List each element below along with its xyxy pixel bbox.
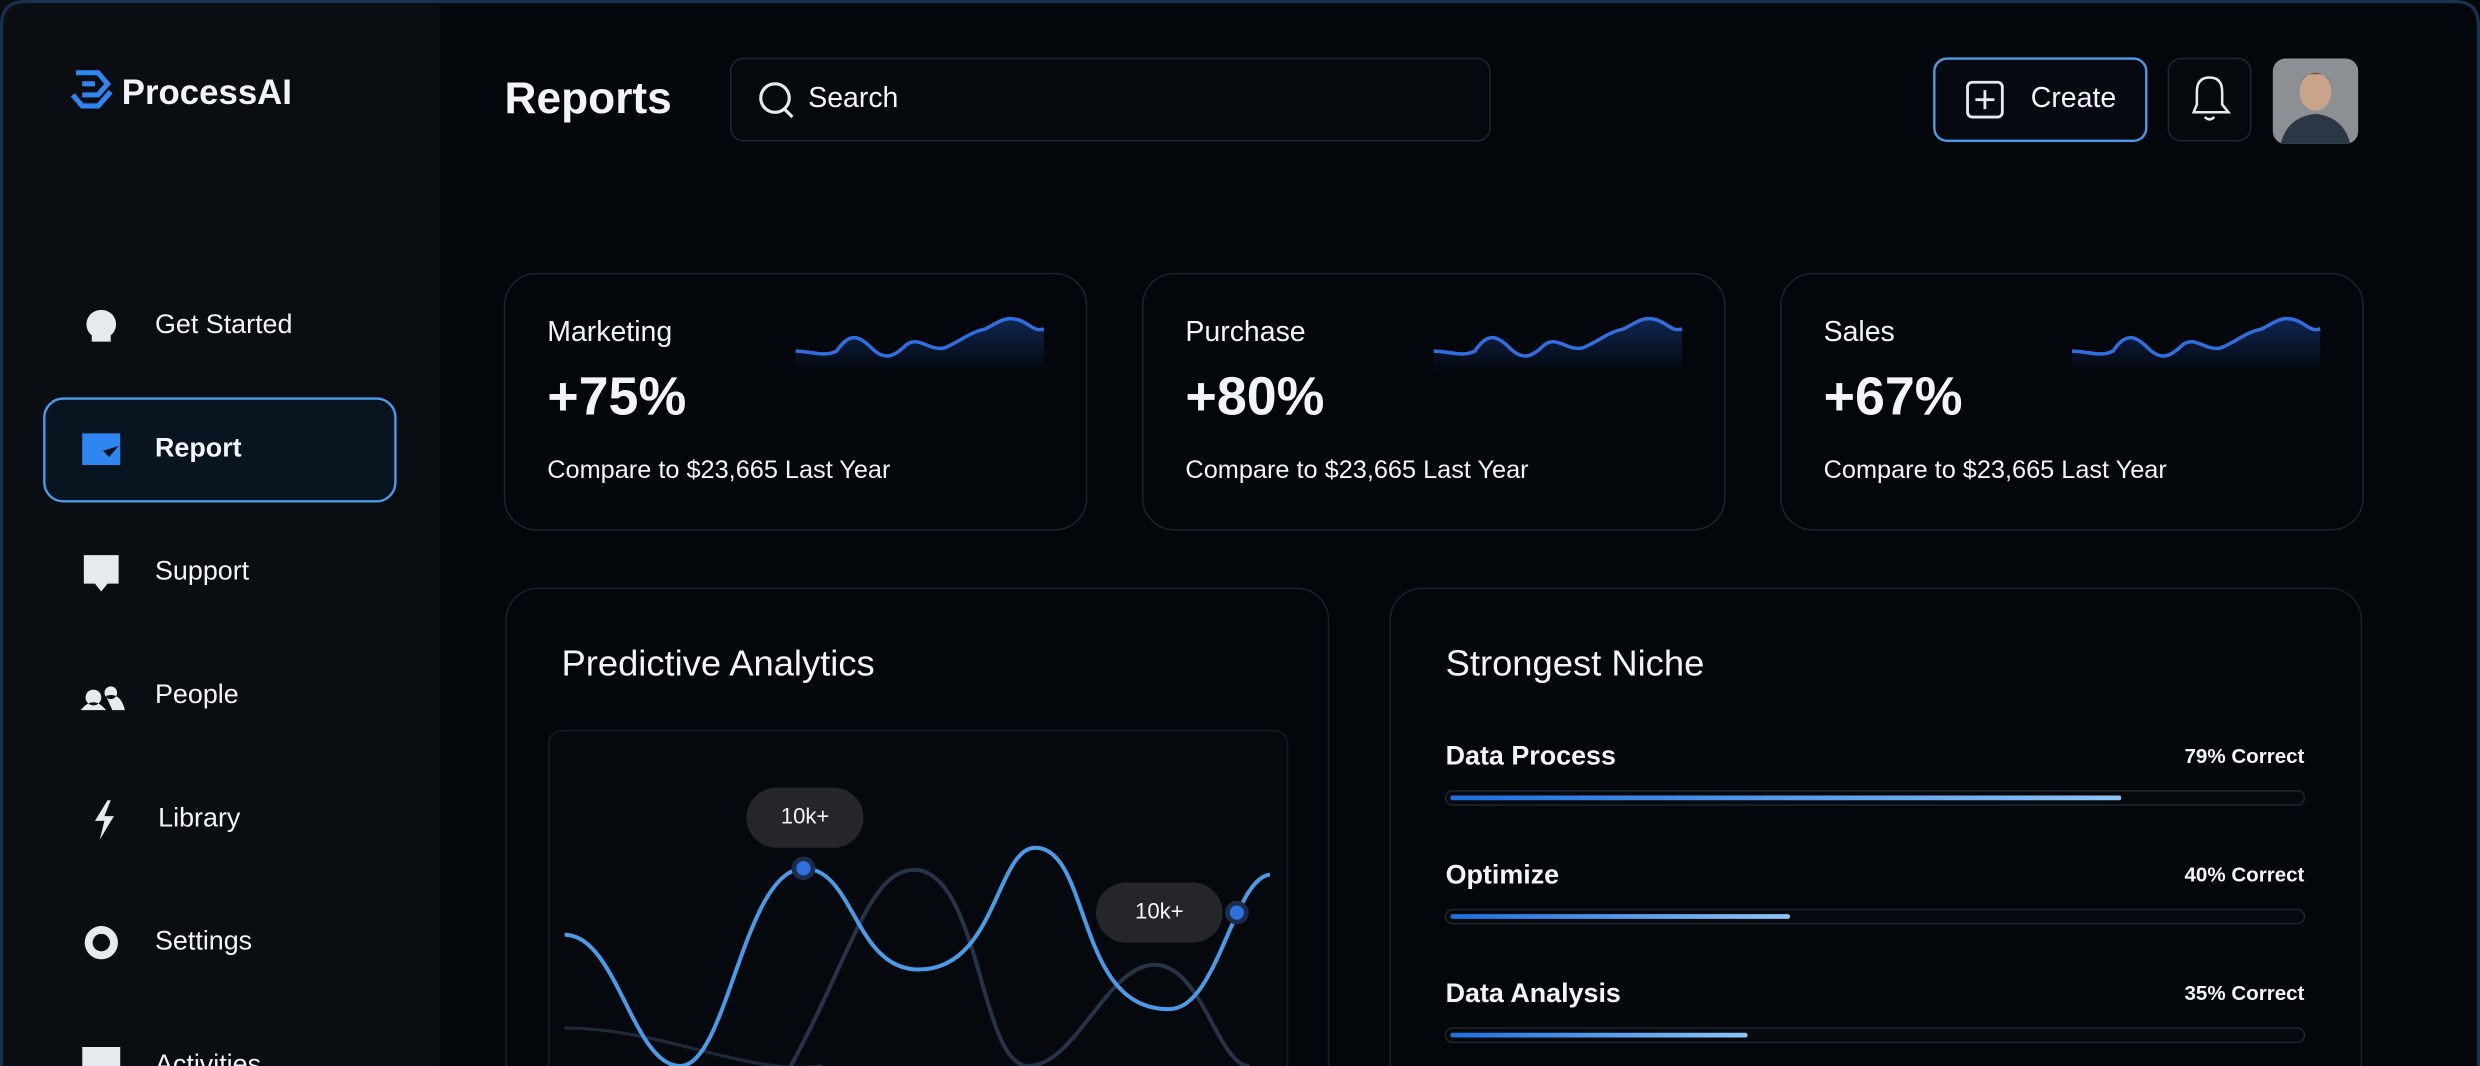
tooltip [1096,882,1223,943]
progress-fill [1450,914,1791,919]
create-button[interactable] [1933,57,2148,142]
card-title: Purchase [1185,316,1305,348]
niche-name: Data Analysis [1446,978,1621,1008]
logo [70,70,113,109]
nav-icon [80,686,125,711]
niche-score: 35% Correct [2184,982,2304,1005]
nav-item[interactable]: Support [83,555,250,592]
niche-score: 40% Correct [2184,864,2304,887]
tooltip-label: 10k+ [1135,898,1184,923]
card-compare: Compare to $23,665 Last Year [1824,456,2167,484]
bell-icon [2191,76,2232,121]
sidebar [0,0,440,1066]
card-compare: Compare to $23,665 Last Year [547,456,890,484]
sparkline-area [2071,318,2321,374]
nav-icon [83,555,119,592]
panel-title: Strongest Niche [1446,642,1705,683]
niche-name: Data Process [1446,741,1616,771]
niche-item: Optimize 40% Correct [1444,859,2306,925]
stat-card: Marketing +75% Compare to $23,665 Last Yea… [503,272,1088,531]
nav-item[interactable]: Settings [83,924,252,961]
search-icon [759,82,791,114]
nav-label: Library [158,802,241,832]
stat-cards: Marketing +75% Compare to $23,665 Last Yea… [503,272,2364,531]
stat-card: Purchase +80% Compare to $23,665 Last Year [1141,272,1726,531]
nav-icon [94,800,114,840]
card-title: Sales [1824,316,1895,348]
card-value: +67% [1824,366,1963,426]
niche-name: Optimize [1446,859,1560,889]
avatar[interactable] [2272,58,2359,144]
stat-card: Sales +67% Compare to $23,665 Last Year [1780,272,2364,531]
progress-track [1444,1027,2306,1044]
nav-icon [86,309,117,348]
sparkline [2070,316,2322,374]
niche-item: Data Analysis 35% Correct [1444,978,2306,1044]
niche-item: Data Process 79% Correct [1444,741,2306,806]
nav-item[interactable]: People [80,679,239,711]
sparkline [1432,316,1684,374]
nav-item[interactable]: Activities [82,1047,261,1066]
card-bg [503,272,1088,531]
create-label: Create [2031,82,2116,114]
card-bg [1780,272,2364,531]
niche-score: 79% Correct [2184,745,2304,768]
nav-icon [83,924,120,961]
progress-fill [1450,1032,1748,1038]
niche-panel [1389,587,2363,1066]
sparkline [793,316,1046,374]
card-bg [1141,272,1726,531]
tooltip-label: 10k+ [781,804,830,829]
niche-list: Data Process 79% Correct Optimize 40% Corre… [1444,741,2306,1044]
search-icon [783,108,794,119]
tooltip [746,787,864,848]
progress-track [1444,908,2306,925]
card-compare: Compare to $23,665 Last Year [1185,456,1528,484]
nav-label: People [155,679,239,709]
notifications-button[interactable] [2167,57,2252,142]
search-placeholder: Search [808,82,898,114]
nav-label: Support [155,556,250,586]
card-value: +75% [547,366,686,426]
nav-label: Get Started [155,309,292,339]
page-title: Reports [505,74,672,123]
brand: ProcessAI [122,74,292,112]
panel-title: Predictive Analytics [561,642,874,683]
plus-icon [1975,90,1995,110]
nav-label: Settings [155,926,252,956]
nav-item[interactable]: Report [43,397,397,503]
nav-highlight [43,397,397,503]
nav-icon [82,1047,121,1066]
sparkline-area [1433,318,1683,374]
nav-icon [82,433,121,465]
nav: Get Started Report Support People Library Set… [43,309,397,1066]
nav-item[interactable]: Get Started [86,309,292,348]
search-box[interactable] [729,57,1491,142]
sparkline-area [795,318,1044,374]
card-title: Marketing [547,316,672,348]
nav-label: Activities [155,1049,261,1066]
nav-label: Report [155,432,242,462]
progress-fill [1450,795,2122,801]
plus-icon [1966,80,2004,119]
nav-item[interactable]: Library [94,800,241,840]
card-value: +80% [1185,366,1324,426]
